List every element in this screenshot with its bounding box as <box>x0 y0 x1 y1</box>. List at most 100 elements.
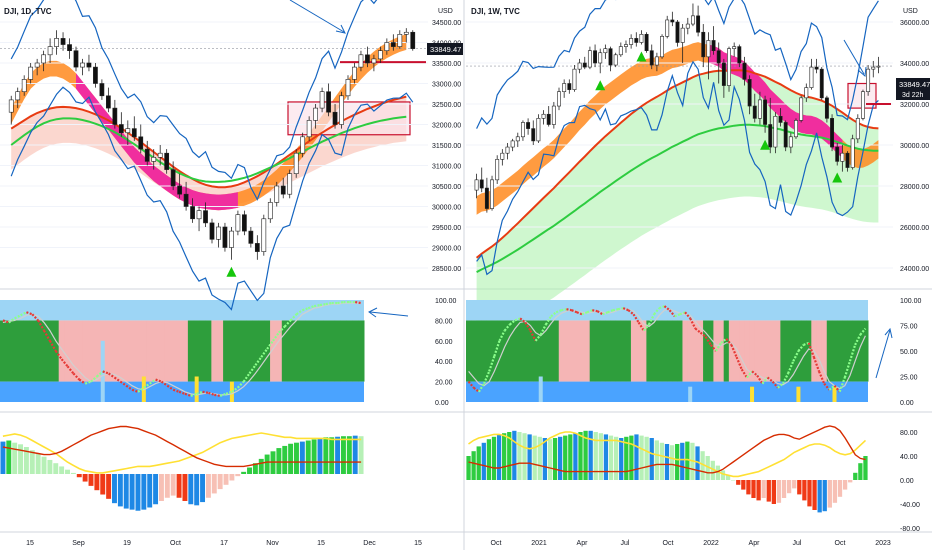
price-1d-candle <box>242 210 247 236</box>
price-1d-candle <box>60 32 66 51</box>
price-1w-candle <box>773 112 778 154</box>
stoch-1w-k-segment <box>668 309 676 318</box>
stoch-1w-ytick: 100.00 <box>900 298 922 305</box>
stoch-1d-k-segment <box>37 319 45 332</box>
stoch-1w-k-segment <box>592 309 598 313</box>
price-1d-candle <box>86 54 92 72</box>
candle-body <box>613 54 618 66</box>
candle-body <box>505 146 510 154</box>
candle-body <box>34 62 40 68</box>
price-1w-candle <box>794 118 798 139</box>
price-1d-ytick: 34500.00 <box>432 20 461 27</box>
osc-1d-bar <box>340 436 346 474</box>
price-1w-candle <box>495 155 500 184</box>
price-1d-candle <box>378 46 383 63</box>
osc-1w-bar <box>552 438 558 480</box>
candle-body <box>603 48 608 54</box>
osc-1w-bar <box>746 480 751 495</box>
candle-body <box>235 214 241 232</box>
stoch-1d-zone <box>264 320 271 382</box>
price-1w-candle <box>680 24 685 63</box>
candle-body <box>757 99 762 119</box>
candle-body <box>814 66 819 70</box>
stoch-1w-k-segment <box>647 313 656 325</box>
stoch-1w-k-segment <box>833 384 841 393</box>
stoch-1d-k-segment <box>31 313 39 322</box>
price-1d-candle <box>157 145 163 166</box>
price-1w-magenta-band <box>708 44 843 159</box>
xtick-1w: 2023 <box>875 540 891 547</box>
stoch-1d-k-segment <box>155 378 162 383</box>
osc-1d-bar <box>282 445 288 474</box>
stoch-1w-k-segment <box>586 309 593 314</box>
price-1d-candle <box>365 46 370 68</box>
stoch-1w-k-segment <box>642 323 650 332</box>
osc-1d-bar <box>23 447 29 474</box>
stoch-1d-zone <box>358 320 365 382</box>
price-1d-candle <box>300 132 306 158</box>
candle-body <box>306 120 312 138</box>
stoch-1w-k-segment <box>555 309 562 314</box>
price-1d-ytick: 30500.00 <box>432 184 461 191</box>
candle-body <box>164 152 170 170</box>
stoch-1w-k-segment <box>766 376 774 383</box>
candle-body <box>500 152 505 160</box>
candle-body <box>840 152 845 162</box>
stoch-1d-k-segment <box>48 340 57 352</box>
stoch-1w-ytick: 25.00 <box>900 375 918 382</box>
candle-body <box>177 185 182 195</box>
osc-1d-bar <box>164 474 170 498</box>
osc-1w-bar <box>751 480 756 498</box>
price-1d-candle <box>47 38 53 63</box>
osc-1d-bar <box>141 474 147 510</box>
osc-1w-bar <box>797 480 802 495</box>
stoch-1w-k-segment <box>544 315 552 326</box>
stoch-1d-k-segment <box>66 365 75 375</box>
stoch-1d-zone <box>0 320 7 382</box>
stoch-1w-k-segment <box>488 355 496 372</box>
candle-body <box>742 62 747 80</box>
candle-body <box>824 97 829 119</box>
price-1w-candle <box>598 48 603 74</box>
osc-1w-bar <box>685 441 690 480</box>
stoch-1d-zone <box>46 320 54 382</box>
stoch-1d-k-segment <box>190 392 198 397</box>
price-1d-candle <box>73 46 79 72</box>
price-1w-candle <box>557 87 561 111</box>
stoch-1w-marker <box>538 376 543 402</box>
osc-1d-bar <box>358 436 364 474</box>
stoch-1d-zone <box>105 320 113 382</box>
stoch-1w-zone <box>625 320 632 382</box>
candle-body <box>721 62 726 86</box>
price-1w-candle <box>706 32 711 80</box>
xtick-1w: Apr <box>749 540 761 547</box>
candle-body <box>618 46 623 56</box>
price-1w-candle <box>644 32 649 53</box>
stoch-1w-zone <box>600 320 606 382</box>
osc-1w-bar <box>496 434 502 480</box>
candle-body <box>138 136 144 150</box>
stoch-1d-zone <box>340 320 347 382</box>
stoch-1w-zone <box>837 320 843 382</box>
price-1d-candle <box>99 79 105 100</box>
stoch-1w-zone <box>610 320 616 382</box>
price-1d-candle <box>403 28 409 43</box>
xtick-1d: Nov <box>266 540 279 547</box>
annotation-arrow <box>843 39 865 75</box>
stoch-1w-k-segment <box>493 340 501 357</box>
stoch-1w-k-segment <box>483 370 491 385</box>
osc-1w-ytick: 40.00 <box>900 454 918 461</box>
osc-1w-bar <box>731 480 736 481</box>
candle-body <box>763 99 768 125</box>
xtick-1d: 19 <box>123 540 131 547</box>
stoch-1d-zone <box>64 320 71 382</box>
price-1d-candle <box>164 149 170 174</box>
price-1w-candle <box>515 132 520 148</box>
price-1w-candle <box>727 46 731 92</box>
stoch-1w-zone <box>806 320 812 382</box>
osc-1w-bar <box>827 480 832 508</box>
stoch-1w-zone <box>656 320 663 382</box>
price-1w-candle <box>624 40 628 53</box>
stoch-1w-k-segment <box>612 308 619 312</box>
price-1d-candle <box>313 104 318 129</box>
